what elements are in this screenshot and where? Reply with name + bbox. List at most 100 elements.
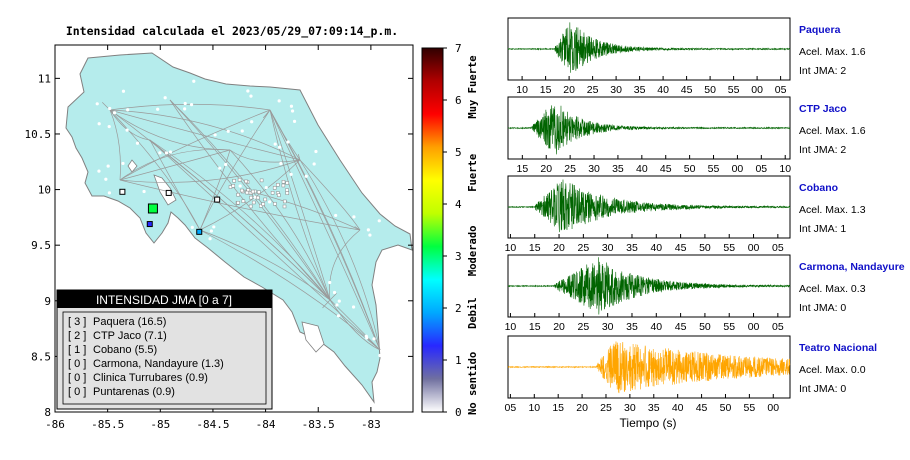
town-marker	[366, 228, 370, 232]
seismogram-x-tick-label: 50	[704, 84, 716, 96]
map-y-tick-label: 10.5	[25, 128, 52, 141]
seismogram-trace	[507, 179, 791, 233]
town-marker	[218, 166, 222, 170]
legend-box	[56, 289, 273, 410]
town-marker	[190, 225, 194, 229]
legend-item-label: Paquera (16.5)	[93, 316, 166, 328]
station-name: Cobano	[799, 182, 838, 194]
seismogram-x-tick-label: 05	[772, 242, 784, 254]
road-line	[119, 109, 271, 181]
town-marker	[126, 108, 130, 112]
town-marker	[112, 111, 117, 115]
seismogram-x-tick-label: 25	[578, 321, 590, 333]
town-marker	[290, 109, 295, 113]
urban-station-marker	[282, 204, 287, 209]
town-marker	[402, 354, 406, 358]
town-marker	[224, 162, 228, 167]
station-pga: Acel. Max. 1.6	[799, 46, 866, 58]
urban-station-marker	[256, 195, 260, 200]
legend-item-level: [ 0 ]	[68, 372, 86, 384]
town-marker	[314, 149, 318, 154]
town-marker	[240, 129, 244, 133]
town-marker	[212, 225, 216, 229]
road-line	[199, 109, 271, 231]
urban-station-marker	[241, 199, 246, 203]
town-marker	[273, 142, 277, 146]
road-line	[102, 102, 111, 111]
seismogram-x-tick-label: 10	[528, 402, 540, 414]
town-marker	[365, 336, 369, 340]
intensity-colorbar: 0 1 2 3 4 5 6 7 No sentido Debil Moderado Fuerte Mu…	[421, 42, 479, 419]
legend-inner-frame	[62, 311, 267, 405]
urban-station-marker	[251, 189, 255, 194]
urban-station-marker	[232, 179, 236, 183]
costa-rica-land	[65, 52, 413, 404]
station-name: Paquera	[799, 24, 841, 36]
urban-station-marker	[273, 202, 277, 206]
map-y-tick-label: 9.5	[31, 239, 51, 252]
map-x-tick-label: -83	[361, 418, 381, 431]
station-marker	[147, 203, 158, 214]
seismogram-panel: 10 15 20 25 30 35 40 45 50 55 00 05 Paquera Acel. Max…	[507, 17, 866, 96]
town-marker	[337, 299, 341, 303]
seismogram-x-tick-label: 00	[751, 84, 763, 96]
seismogram-x-tick-label: 35	[626, 321, 638, 333]
station-jma: Int JMA: 0	[799, 383, 846, 395]
town-marker	[158, 151, 162, 155]
colorbar-category-label: No sentido	[467, 352, 479, 415]
road-line	[119, 179, 361, 231]
town-marker	[264, 185, 268, 190]
road-line	[263, 109, 271, 119]
seismogram-x-tick-label: 55	[744, 402, 756, 414]
seismogram-x-tick-label: 10	[505, 242, 517, 254]
road-line	[169, 99, 331, 301]
urban-station-marker	[261, 202, 266, 206]
colorbar-tick-label: 3	[455, 250, 462, 263]
seismogram-x-tick-label: 20	[553, 321, 565, 333]
road-network	[102, 99, 381, 351]
station-markers	[119, 188, 221, 235]
seismogram-x-tick-label: 55	[723, 321, 735, 333]
station-jma: Int JMA: 0	[799, 302, 846, 314]
map-y-tick-label: 10	[38, 184, 51, 197]
seismogram-panel: 15 20 25 30 35 40 45 50 55 00 05 10 CTP Jaco Acel. Ma…	[507, 96, 866, 175]
town-marker	[352, 215, 356, 219]
station-marker	[146, 221, 153, 228]
seismogram-x-tick-label: 50	[720, 402, 732, 414]
town-marker	[107, 125, 111, 129]
seismogram-x-tick-label: 45	[681, 84, 693, 96]
urban-station-marker	[270, 191, 275, 195]
seismogram-x-tick-label: 55	[723, 242, 735, 254]
urban-station-marker	[272, 186, 277, 190]
urban-station-marker	[281, 183, 286, 188]
map-y-tick-label: 8	[44, 406, 51, 419]
map-x-tick-label: -85	[150, 418, 170, 431]
seismogram-x-tick-label: 05	[775, 84, 787, 96]
legend-header	[57, 290, 272, 308]
map-title: Intensidad calculada el 2023/05/29_07:09…	[66, 24, 398, 39]
seismogram-trace	[507, 105, 791, 155]
seismogram-x-tick-label: 25	[600, 402, 612, 414]
town-marker	[246, 89, 250, 93]
seismogram-x-tick-label: 15	[529, 321, 541, 333]
town-marker	[213, 133, 217, 137]
station-marker	[214, 196, 221, 203]
seismogram-x-tick-label: 55	[728, 84, 740, 96]
road-line	[322, 299, 331, 309]
colorbar-tick-label: 5	[455, 146, 462, 159]
urban-station-marker	[249, 195, 253, 200]
urban-station-marker	[277, 193, 281, 197]
road-line	[109, 109, 301, 161]
town-marker	[97, 169, 101, 173]
seismogram-x-tick-label: 45	[675, 242, 687, 254]
legend-item-level: [ 2 ]	[68, 330, 86, 342]
urban-station-marker	[248, 204, 253, 209]
town-marker	[125, 128, 129, 132]
town-marker	[183, 101, 187, 106]
seismogram-x-tick-label: 25	[564, 163, 576, 175]
legend-item-label: Clinica Turrubares (0.9)	[93, 372, 208, 384]
seismogram-x-tick-label: 40	[636, 163, 648, 175]
town-marker	[277, 145, 282, 149]
colorbar-tick-label: 4	[455, 198, 462, 211]
seismogram-x-tick-label: 00	[748, 321, 760, 333]
